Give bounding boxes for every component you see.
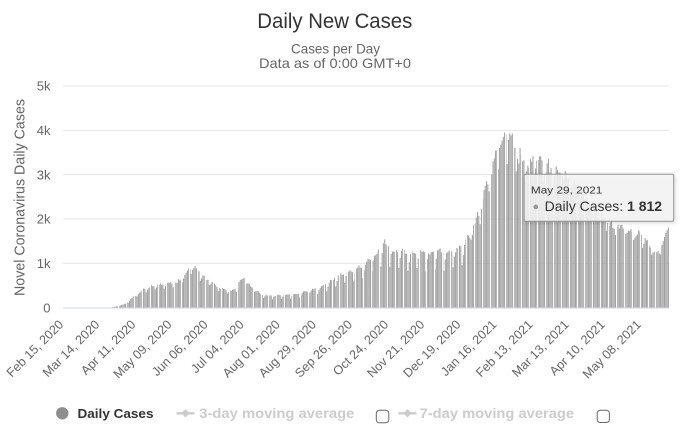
svg-text:4k: 4k: [37, 123, 51, 138]
svg-text:7-day moving average: 7-day moving average: [420, 405, 575, 421]
svg-text:0: 0: [43, 300, 50, 315]
svg-text:Daily Cases: 1 812: Daily Cases: 1 812: [545, 198, 663, 214]
svg-text:Daily New Cases: Daily New Cases: [257, 10, 412, 33]
svg-text:3-day moving average: 3-day moving average: [199, 405, 354, 421]
svg-text:1k: 1k: [37, 256, 51, 271]
svg-text:Daily Cases: Daily Cases: [78, 406, 154, 421]
svg-text:May 29, 2021: May 29, 2021: [531, 185, 603, 197]
svg-text:2k: 2k: [37, 212, 51, 227]
svg-text:Novel Coronavirus Daily Cases: Novel Coronavirus Daily Cases: [11, 99, 28, 296]
svg-text:3k: 3k: [37, 167, 51, 182]
svg-text:Data as of 0:00 GMT+0: Data as of 0:00 GMT+0: [259, 55, 411, 71]
svg-text:5k: 5k: [37, 79, 51, 94]
svg-text:Cases per Day: Cases per Day: [291, 40, 380, 56]
